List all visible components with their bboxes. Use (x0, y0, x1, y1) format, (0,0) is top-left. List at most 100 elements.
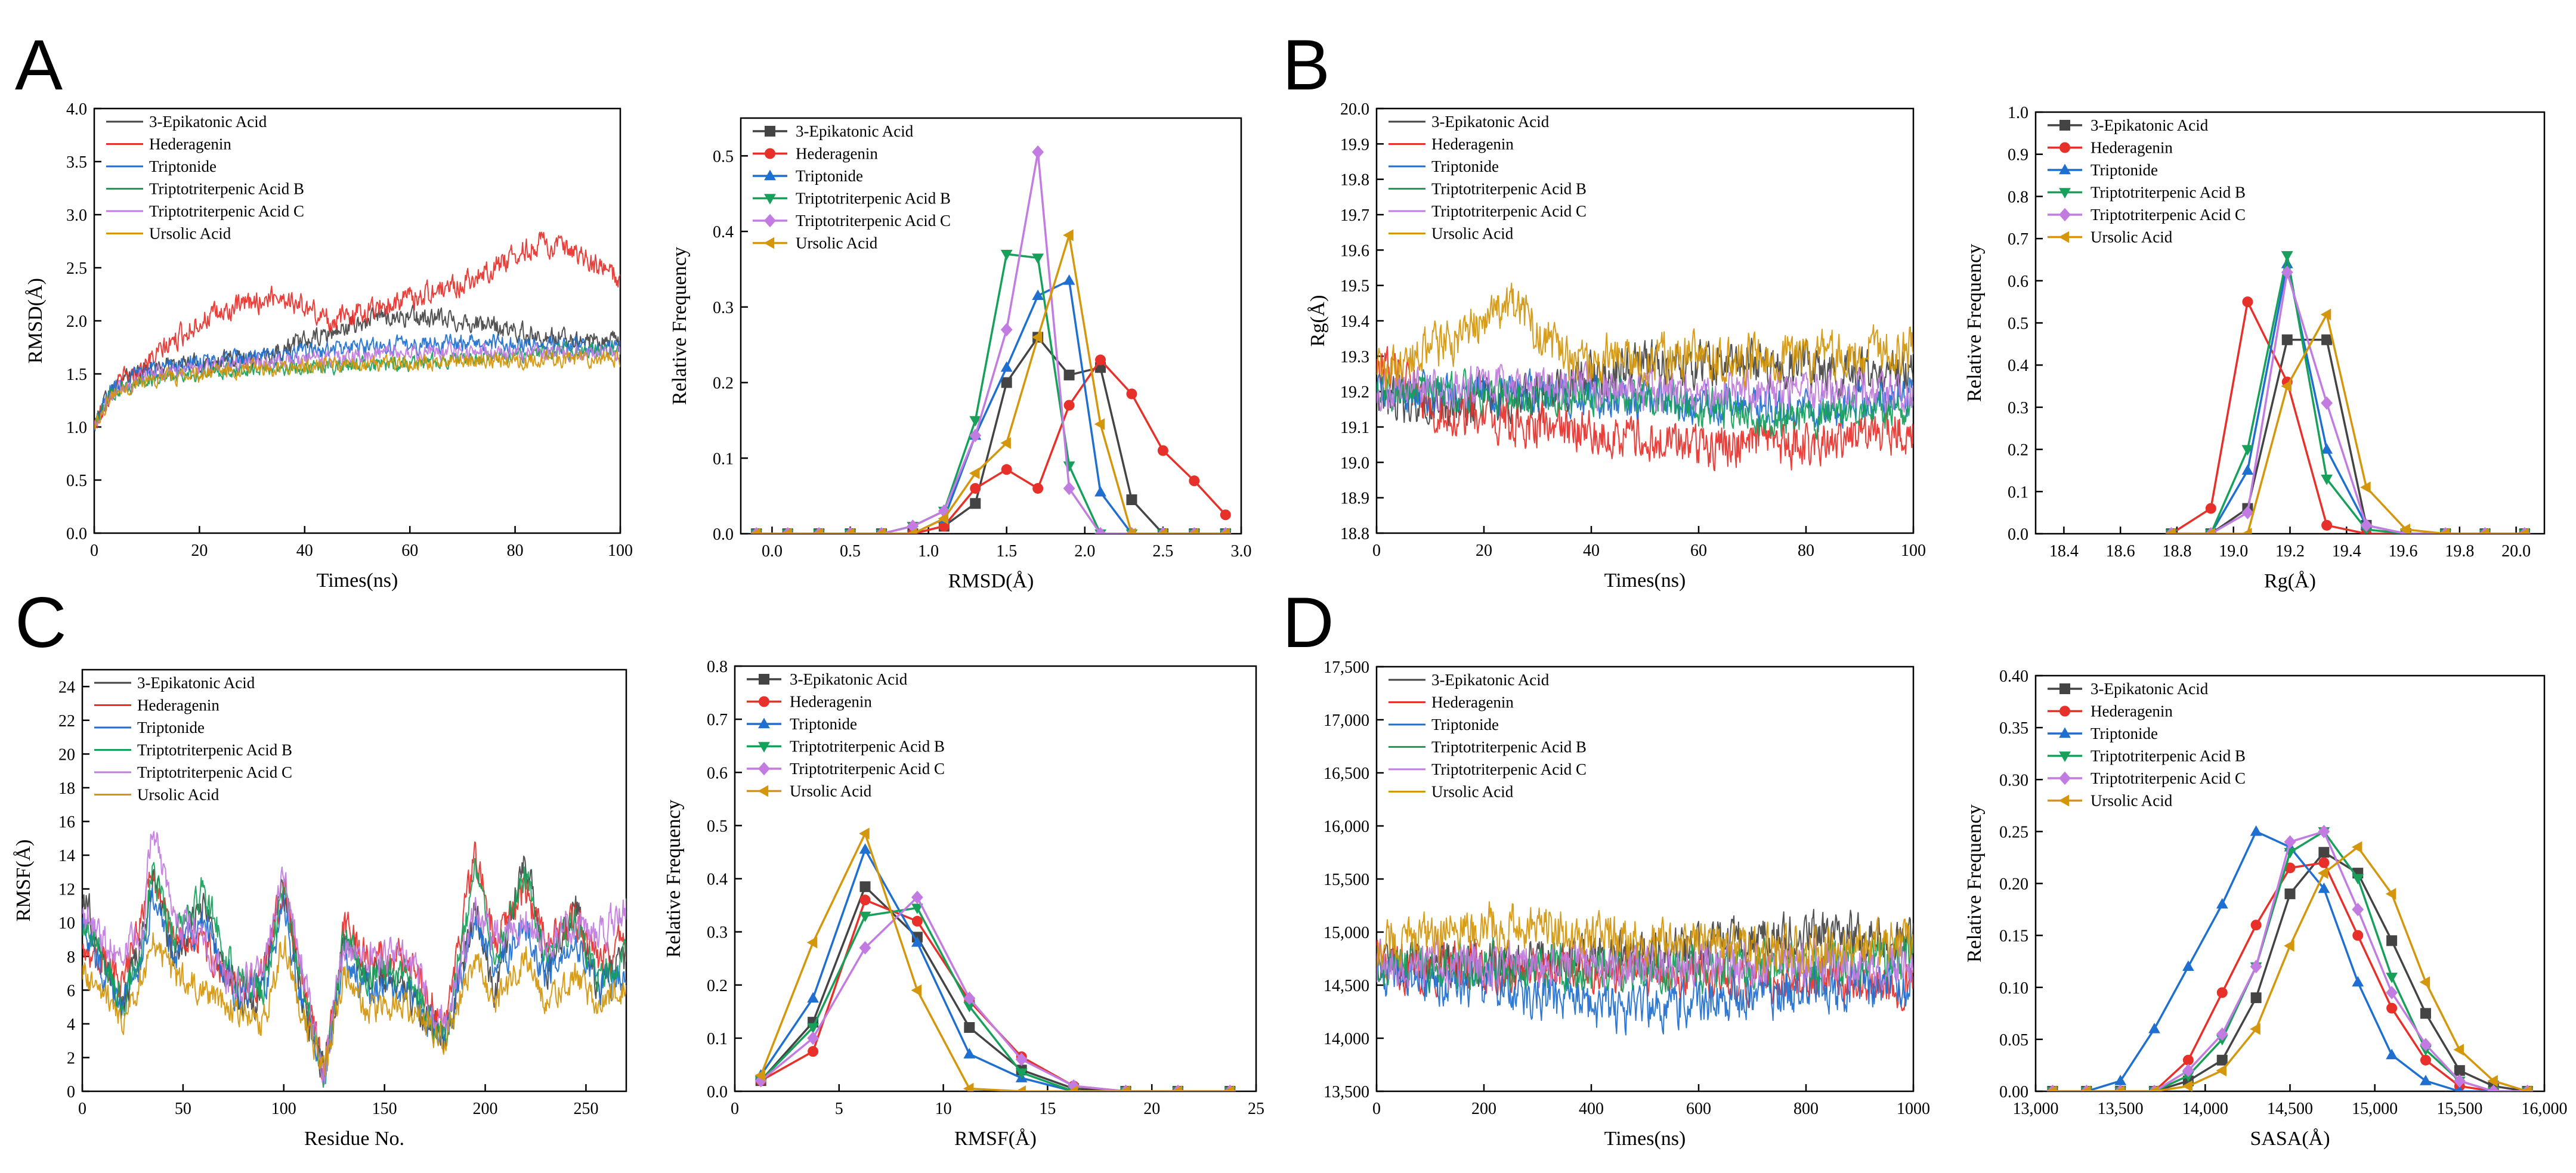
series-line (760, 847, 1230, 1091)
y-tick-label: 19.8 (1340, 171, 1369, 190)
data-point (1067, 1085, 1078, 1091)
legend-entry: Triptotriterpenic Acid C (94, 763, 292, 781)
x-tick-label: 40 (1583, 541, 1600, 560)
legend-entry: Triptotriterpenic Acid C (1388, 760, 1587, 778)
x-tick-label: 200 (1471, 1100, 1496, 1118)
data-point (2281, 251, 2293, 262)
data-point (1125, 528, 1136, 534)
data-point (2386, 1048, 2398, 1060)
y-tick-label: 0.5 (713, 147, 734, 166)
data-point (1000, 249, 1013, 261)
plot-frame (81, 668, 627, 1092)
legend-entry: Triptonide (1388, 716, 1499, 733)
legend-label: Triptotriterpenic Acid B (790, 738, 945, 756)
legend-entry: 3-Epikatonic Acid (747, 670, 908, 688)
legend-label: Triptonide (1431, 716, 1499, 733)
legend-entry: Triptotriterpenic Acid B (94, 741, 292, 759)
x-tick-label: 18.6 (2106, 542, 2135, 561)
data-point (2321, 334, 2333, 345)
data-point (2456, 1085, 2463, 1091)
x-axis-label: Times(ns) (1604, 1128, 1686, 1150)
data-point (2114, 1085, 2125, 1091)
data-point (2439, 528, 2450, 534)
series-line (82, 841, 626, 1080)
x-tick-label: 20 (191, 541, 208, 560)
chart-b-left: 0 20 40 60 80 100 18.8 18.9 19.0 19.1 19.2 19.3 19.4… (1307, 100, 1926, 592)
data-point (1171, 1085, 1183, 1091)
y-axis-label: Relative Frequency (669, 247, 691, 405)
y-tick-label: 10 (58, 914, 75, 933)
data-point (2205, 503, 2216, 514)
y-tick-label: 0.8 (707, 658, 728, 676)
legend-label: Ursolic Acid (2091, 792, 2173, 810)
data-point (2321, 396, 2333, 410)
legend-entry: Hederagenin (753, 145, 878, 163)
plot-area (754, 827, 1236, 1091)
legend-label: Triptotriterpenic Acid B (1431, 738, 1587, 756)
data-point (1189, 475, 1200, 487)
data-point (859, 881, 871, 892)
legend-label: Triptotriterpenic Acid B (2091, 747, 2246, 765)
y-tick-label: 0.25 (1999, 823, 2028, 841)
legend-marker (2059, 163, 2071, 175)
y-tick-label: 19.2 (1340, 383, 1369, 402)
legend-label: Hederagenin (1431, 694, 1514, 711)
x-tick-label: 14,500 (2267, 1100, 2313, 1118)
legend-entry: Triptotriterpenic Acid C (2048, 769, 2246, 787)
y-tick-label: 15,000 (1323, 924, 1369, 942)
legend-label: Triptotriterpenic Acid C (137, 763, 292, 781)
x-axis-label: RMSF(Å) (954, 1128, 1037, 1150)
y-tick-label: 17,000 (1323, 711, 1369, 730)
series-line (756, 358, 1227, 534)
legend-label: Ursolic Acid (790, 782, 872, 800)
y-tick-label: 15,500 (1323, 871, 1369, 889)
y-tick-label: 14 (58, 847, 75, 865)
legend-marker (758, 762, 770, 776)
data-point (806, 936, 818, 949)
data-point (2419, 976, 2430, 988)
legend-label: Ursolic Acid (2091, 228, 2173, 246)
data-point (2250, 992, 2262, 1004)
y-tick-label: 0.3 (713, 299, 734, 317)
legend-label: 3-Epikatonic Acid (1431, 671, 1550, 689)
legend: 3-Epikatonic Acid Hederagenin Triptonide Tr… (1388, 113, 1587, 243)
data-point (2479, 528, 2490, 534)
y-tick-label: 0.4 (707, 871, 728, 889)
data-point (2182, 960, 2194, 971)
data-point (969, 416, 982, 427)
data-point (859, 911, 871, 923)
legend-marker (2059, 208, 2071, 222)
y-tick-label: 0.8 (2008, 188, 2028, 206)
y-tick-label: 3.0 (66, 206, 87, 225)
data-point (1031, 331, 1043, 343)
data-point (2399, 524, 2410, 534)
legend-entry: Hederagenin (1388, 135, 1514, 153)
legend-marker (759, 674, 769, 685)
data-point (2318, 857, 2330, 868)
y-axis-label: Relative Frequency (1963, 244, 1986, 402)
x-tick-label: 10 (935, 1100, 952, 1118)
y-tick-label: 20.0 (1340, 100, 1369, 119)
data-point (2321, 443, 2333, 454)
charts-layer: 0 20 40 60 80 1000.00.51.01.52.02.53.03.54.0T… (13, 100, 2568, 1150)
data-point (812, 528, 824, 534)
y-tick-label: 0.1 (713, 450, 734, 468)
y-tick-label: 1.0 (66, 419, 87, 437)
x-axis-label: Residue No. (304, 1128, 404, 1150)
y-tick-label: 0.2 (713, 375, 734, 393)
legend-label: Triptotriterpenic Acid C (2091, 769, 2246, 787)
data-point (2242, 296, 2253, 308)
y-axis-label: RMSD(Å) (24, 278, 47, 364)
panel-letter-a: A (15, 25, 63, 105)
data-point (2284, 835, 2296, 849)
x-tick-label: 200 (473, 1100, 498, 1118)
y-tick-label: 19.0 (1340, 454, 1369, 472)
chart-d-left: 0 200 400 600 800 1000 13,500 14,000 14,500 15,00… (1323, 658, 1930, 1150)
data-point (964, 1022, 975, 1033)
plot-frame (1375, 666, 1915, 1092)
data-point (2352, 930, 2364, 941)
x-tick-label: 15 (1039, 1100, 1056, 1118)
data-point (2182, 1080, 2193, 1091)
legend: 3-Epikatonic Acid Hederagenin Triptonide Tr… (753, 122, 951, 252)
x-tick-label: 100 (608, 541, 633, 560)
